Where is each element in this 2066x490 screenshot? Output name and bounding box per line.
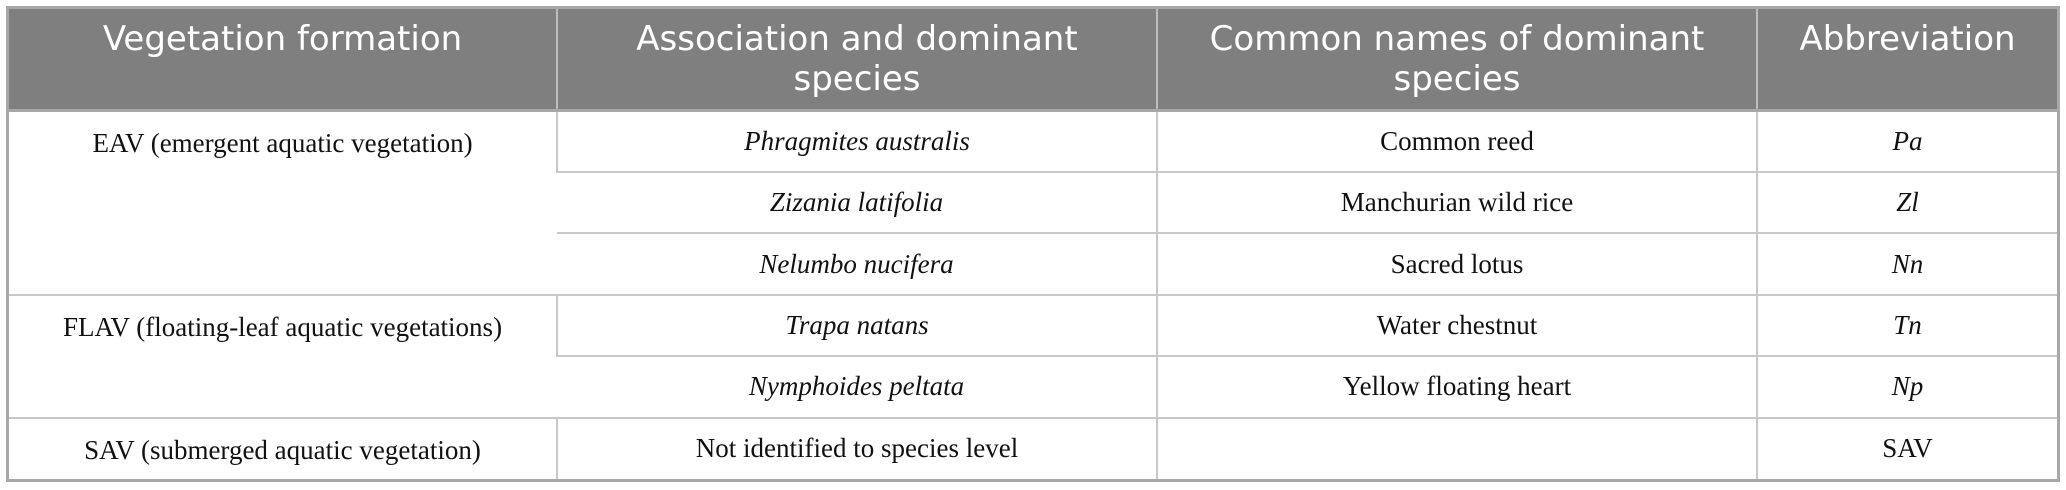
vegetation-table-container: Vegetation formation Association and dom… bbox=[6, 6, 2060, 482]
vegetation-table: Vegetation formation Association and dom… bbox=[9, 9, 2057, 479]
header-common-names: Common names of dominant species bbox=[1156, 9, 1757, 112]
abbreviation-cell: Pa bbox=[1756, 109, 2057, 172]
species-cell: Nymphoides peltata bbox=[557, 355, 1157, 418]
header-row: Vegetation formation Association and dom… bbox=[9, 9, 2057, 112]
header-association-species: Association and dominant species bbox=[556, 9, 1157, 112]
table-row: Nymphoides peltata Yellow floating heart… bbox=[9, 355, 2057, 418]
table-row: EAV (emergent aquatic vegetation) Phragm… bbox=[9, 109, 2057, 295]
header-abbreviation: Abbreviation bbox=[1756, 9, 2057, 112]
common-name-cell: Sacred lotus bbox=[1156, 232, 1757, 295]
abbreviation-cell: Np bbox=[1756, 355, 2057, 418]
formation-cell: FLAV (floating-leaf aquatic vegetations) bbox=[9, 293, 557, 418]
table-header: Vegetation formation Association and dom… bbox=[9, 9, 2057, 112]
table-row: Zizania latifolia Manchurian wild rice Z… bbox=[9, 170, 2057, 234]
table-body: EAV (emergent aquatic vegetation) Phragm… bbox=[9, 109, 2057, 479]
species-cell: Trapa natans bbox=[556, 293, 1157, 357]
species-cell: Nelumbo nucifera bbox=[557, 232, 1157, 295]
abbreviation-cell: Tn bbox=[1756, 293, 2057, 357]
abbreviation-cell: SAV bbox=[1756, 416, 2057, 479]
common-name-cell bbox=[1156, 416, 1757, 479]
header-vegetation-formation: Vegetation formation bbox=[9, 9, 557, 112]
common-name-cell: Water chestnut bbox=[1156, 293, 1757, 357]
common-name-cell: Manchurian wild rice bbox=[1156, 170, 1757, 234]
species-cell: Not identified to species level bbox=[556, 416, 1157, 479]
table-row: FLAV (floating-leaf aquatic vegetations)… bbox=[9, 293, 2057, 418]
species-cell: Phragmites australis bbox=[556, 109, 1157, 172]
abbreviation-cell: Zl bbox=[1756, 170, 2057, 234]
table-row: Nelumbo nucifera Sacred lotus Nn bbox=[9, 232, 2057, 295]
formation-cell: EAV (emergent aquatic vegetation) bbox=[9, 109, 557, 295]
species-cell: Zizania latifolia bbox=[557, 170, 1157, 234]
formation-cell: SAV (submerged aquatic vegetation) bbox=[9, 416, 557, 479]
common-name-cell: Yellow floating heart bbox=[1156, 355, 1757, 418]
abbreviation-cell: Nn bbox=[1756, 232, 2057, 295]
common-name-cell: Common reed bbox=[1156, 109, 1757, 172]
table-row: SAV (submerged aquatic vegetation) Not i… bbox=[9, 416, 2057, 479]
